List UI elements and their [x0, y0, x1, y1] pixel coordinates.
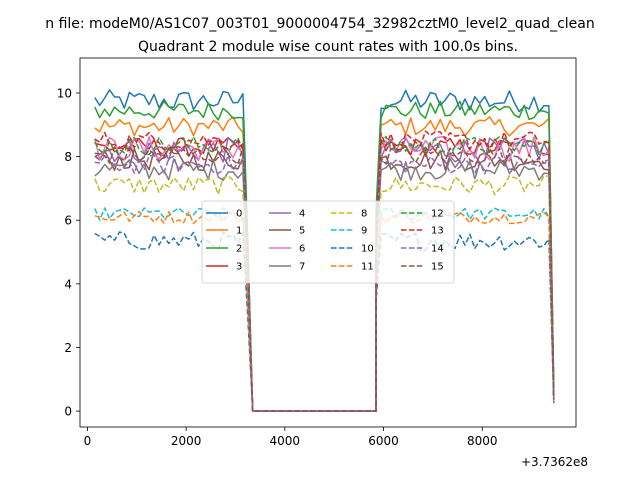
- figure-suptitle: n file: modeM0/AS1C07_003T01_9000004754_…: [45, 16, 594, 32]
- legend-label: 0: [236, 209, 242, 220]
- legend-label: 7: [299, 262, 305, 273]
- y-axis: 0 2 4 6 8 10: [57, 86, 80, 419]
- legend-item: 12: [401, 209, 444, 220]
- series-line-0: [94, 89, 555, 412]
- legend-label: 6: [299, 244, 305, 255]
- legend-item: 9: [331, 226, 367, 237]
- legend-label: 13: [431, 226, 444, 237]
- legend-label: 9: [361, 226, 367, 237]
- x-tick-label: 0: [84, 434, 92, 448]
- legend-label: 10: [361, 244, 374, 255]
- series-line-15: [94, 145, 555, 412]
- legend-item: 1: [206, 226, 242, 237]
- y-tick-label: 4: [64, 277, 72, 291]
- y-tick-label: 0: [64, 405, 72, 419]
- y-tick-label: 8: [64, 150, 72, 164]
- legend-label: 2: [236, 244, 242, 255]
- legend-label: 4: [299, 209, 305, 220]
- x-tick-label: 4000: [270, 434, 301, 448]
- x-tick-label: 8000: [467, 434, 498, 448]
- legend-item: 15: [401, 262, 444, 273]
- x-tick-label: 2000: [171, 434, 202, 448]
- legend-item: 11: [331, 262, 374, 273]
- legend-item: 13: [401, 226, 444, 237]
- series-line-2: [94, 100, 555, 412]
- x-axis: 0 2000 4000 6000 8000: [84, 427, 498, 448]
- series-line-11: [94, 210, 555, 412]
- legend-label: 5: [299, 226, 305, 237]
- legend-item: 3: [206, 262, 242, 273]
- legend-box: [201, 200, 455, 284]
- y-tick-label: 2: [64, 341, 72, 355]
- legend-label: 15: [431, 262, 444, 273]
- y-tick-label: 10: [57, 86, 72, 100]
- legend-label: 14: [431, 244, 444, 255]
- series-line-10: [94, 231, 555, 412]
- legend-item: 8: [331, 209, 367, 220]
- series-line-3: [94, 136, 555, 412]
- chart-title: Quadrant 2 module wise count rates with …: [138, 39, 518, 55]
- legend-label: 12: [431, 209, 444, 220]
- legend-item: 10: [331, 244, 374, 255]
- legend-label: 8: [361, 209, 367, 220]
- legend-item: 6: [269, 244, 305, 255]
- x-offset-label: +3.7362e8: [521, 455, 588, 469]
- plot-frame: [79, 57, 577, 428]
- legend-item: 2: [206, 244, 242, 255]
- legend-item: 0: [206, 209, 242, 220]
- legend-item: 7: [269, 262, 305, 273]
- x-tick-label: 6000: [368, 434, 399, 448]
- legend-label: 11: [361, 262, 374, 273]
- legend-item: 5: [269, 226, 305, 237]
- legend-label: 1: [236, 226, 242, 237]
- legend-label: 3: [236, 262, 242, 273]
- legend-item: 14: [401, 244, 444, 255]
- series-line-13: [94, 130, 555, 412]
- legend-item: 4: [269, 209, 305, 220]
- y-tick-label: 6: [64, 214, 72, 228]
